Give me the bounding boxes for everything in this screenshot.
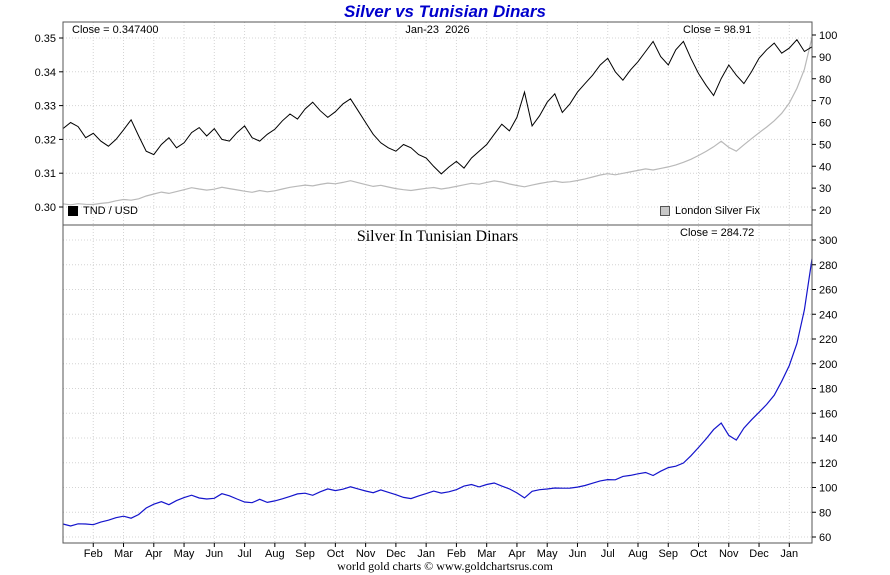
x-axis-month-label: Dec xyxy=(386,548,406,560)
x-axis-month-label: Jun xyxy=(569,548,587,560)
x-axis-month-label: Feb xyxy=(447,548,466,560)
x-axis-month-label: Apr xyxy=(145,548,162,560)
right-axis-tick-label: 100 xyxy=(819,483,837,495)
x-axis-month-label: Nov xyxy=(356,548,376,560)
footer-credit: world gold charts © www.goldchartsrus.co… xyxy=(337,559,553,573)
x-axis-month-label: Sep xyxy=(658,548,678,560)
right-axis-tick-label: 140 xyxy=(819,433,837,445)
right-axis-tick-label: 80 xyxy=(819,74,831,86)
x-axis-month-label: Mar xyxy=(114,548,133,560)
right-axis-tick-label: 260 xyxy=(819,285,837,297)
legend-silver-fix: London Silver Fix xyxy=(660,205,760,217)
tnd-usd-legend-label: TND / USD xyxy=(83,205,138,217)
right-axis-tick-label: 50 xyxy=(819,139,831,151)
right-axis-tick-label: 180 xyxy=(819,384,837,396)
x-axis-month-label: Jan xyxy=(780,548,798,560)
left-axis-tick-label: 0.34 xyxy=(35,67,56,79)
silver-tnd-close-label: Close = 284.72 xyxy=(680,227,755,239)
tnd-close-label: Close = 0.347400 xyxy=(72,24,159,36)
left-axis-tick-label: 0.31 xyxy=(35,168,56,180)
silver-tnd-line xyxy=(62,258,813,527)
right-axis-tick-label: 80 xyxy=(819,507,831,519)
left-axis-tick-label: 0.33 xyxy=(35,101,56,113)
left-axis-tick-label: 0.32 xyxy=(35,134,56,146)
x-axis-month-label: Mar xyxy=(477,548,496,560)
tnd-usd-line xyxy=(62,38,813,175)
x-axis-month-label: Aug xyxy=(265,548,285,560)
x-axis-month-label: Feb xyxy=(84,548,103,560)
silver-fix-close-label: Close = 98.91 xyxy=(683,24,752,36)
x-axis-month-label: Oct xyxy=(690,548,707,560)
top-panel-border xyxy=(62,21,813,226)
silver-fix-legend-swatch-icon xyxy=(660,206,670,216)
x-axis-month-label: Jan xyxy=(417,548,435,560)
x-axis-month-label: Aug xyxy=(628,548,648,560)
bottom-panel-border xyxy=(62,224,813,544)
right-axis-tick-label: 70 xyxy=(819,96,831,108)
bottom-panel-title: Silver In Tunisian Dinars xyxy=(356,228,519,245)
right-axis-tick-label: 60 xyxy=(819,532,831,544)
x-axis-month-label: May xyxy=(174,548,195,560)
right-axis-tick-label: 160 xyxy=(819,408,837,420)
right-axis-tick-label: 20 xyxy=(819,205,831,217)
legend-tnd-usd: TND / USD xyxy=(68,205,138,217)
x-axis-month-label: Apr xyxy=(508,548,525,560)
silver-fix-legend-label: London Silver Fix xyxy=(675,205,760,217)
right-axis-tick-label: 280 xyxy=(819,260,837,272)
x-axis-month-label: Jun xyxy=(205,548,223,560)
silver-fix-line xyxy=(62,37,813,206)
right-axis-tick-label: 100 xyxy=(819,30,837,42)
right-axis-tick-label: 200 xyxy=(819,359,837,371)
x-axis-month-label: Jul xyxy=(238,548,252,560)
right-axis-tick-label: 220 xyxy=(819,334,837,346)
x-axis-month-label: Sep xyxy=(295,548,315,560)
right-axis-tick-label: 240 xyxy=(819,309,837,321)
right-axis-tick-label: 300 xyxy=(819,235,837,247)
x-axis-month-label: May xyxy=(537,548,558,560)
date-label: Jan-23 2026 xyxy=(405,24,470,36)
right-axis-tick-label: 90 xyxy=(819,52,831,64)
chart-title: Silver vs Tunisian Dinars xyxy=(344,2,546,21)
right-axis-tick-label: 60 xyxy=(819,118,831,130)
x-axis-month-label: Jul xyxy=(601,548,615,560)
tnd-usd-legend-swatch-icon xyxy=(68,206,78,216)
left-axis-tick-label: 0.30 xyxy=(35,202,56,214)
right-axis-tick-label: 120 xyxy=(819,458,837,470)
x-axis-month-label: Oct xyxy=(327,548,344,560)
left-axis-tick-label: 0.35 xyxy=(35,33,56,45)
x-axis-month-label: Nov xyxy=(719,548,739,560)
right-axis-tick-label: 30 xyxy=(819,183,831,195)
x-axis-month-label: Dec xyxy=(749,548,769,560)
right-axis-tick-label: 40 xyxy=(819,161,831,173)
